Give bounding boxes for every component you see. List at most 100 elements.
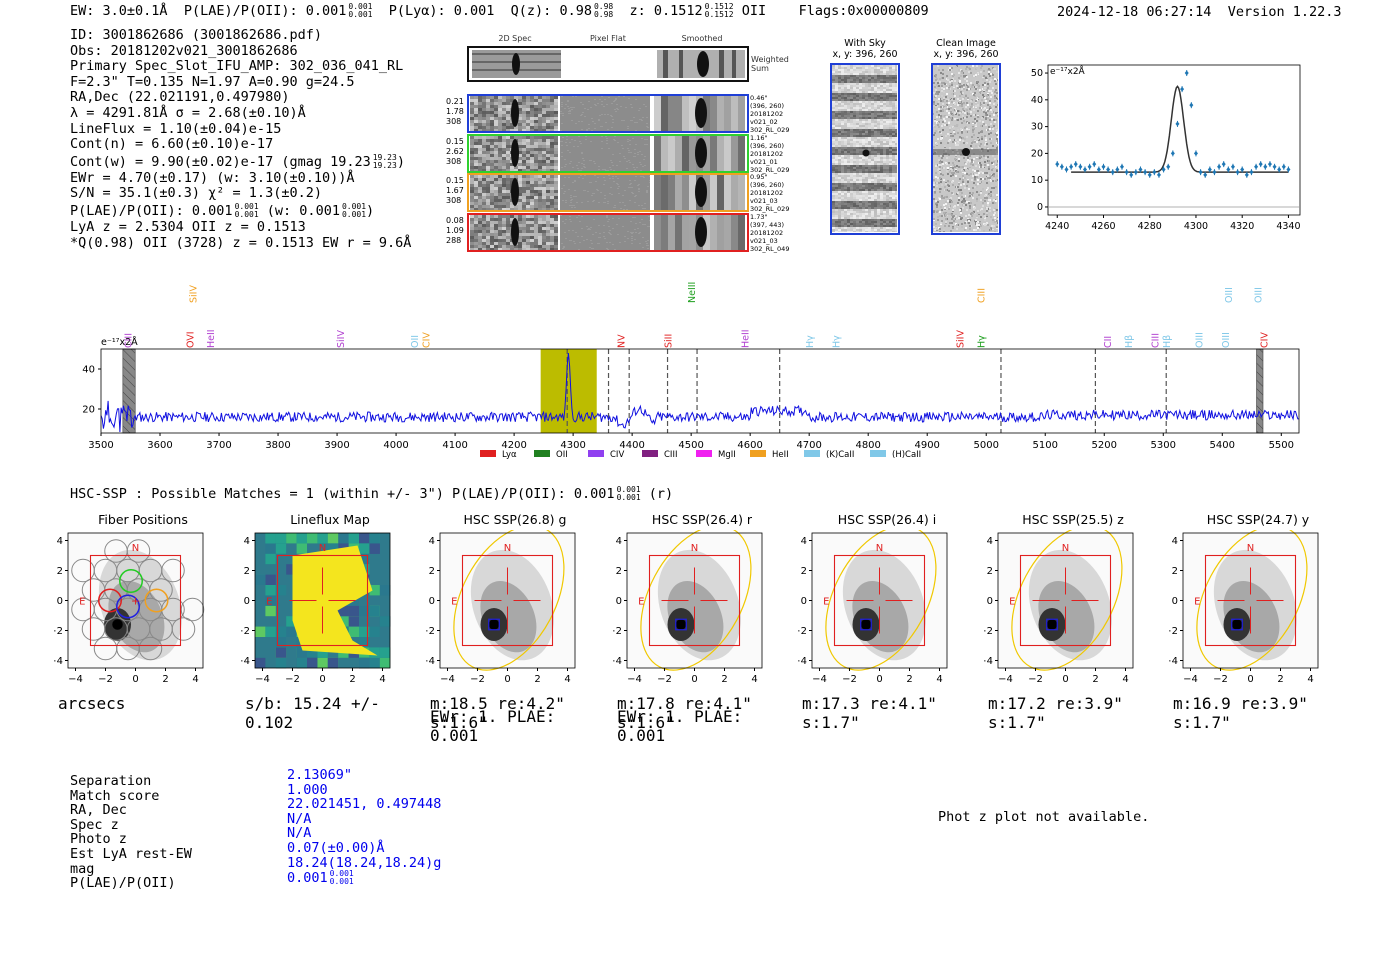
lineflux-pixel (327, 533, 339, 544)
spectral-line-label: Hγ (805, 335, 816, 348)
spectrum-x-tick-label: 3600 (147, 440, 172, 451)
q-lower: 0.98 (593, 10, 614, 19)
col-header-smoothed: Smoothed (681, 34, 723, 43)
spectral-line-name: HeII (740, 329, 751, 348)
fiber-stat: 2.62 (446, 146, 464, 156)
spectrum-x-tick-label: 3800 (265, 440, 290, 451)
fit-data-point (1203, 172, 1208, 178)
fiber-row-frame (467, 133, 749, 173)
spectrum-x-tick-label: 4900 (914, 440, 939, 451)
plae-summary: P(LAE)/P(OII): 0.001 (183, 3, 347, 19)
match-label: mag (70, 860, 95, 877)
lineflux-pixel (265, 533, 276, 544)
compass-east: E (1009, 597, 1015, 608)
cutout-panel: N E −4 −2 0 2 4 4 2 0 −2 −4 (1169, 530, 1319, 685)
spectrum-x-tick-label: 5300 (1151, 440, 1176, 451)
cutout-x-tick-label: 0 (319, 674, 325, 685)
lineflux-pixel (265, 543, 276, 554)
spectrum-axes (100, 348, 1300, 434)
cutout-x-tick-label: −2 (285, 674, 300, 685)
cutout-y-tick-label: −2 (984, 626, 993, 637)
cutout-title: HSC SSP(25.5) z (1022, 512, 1124, 527)
spectral-line-name: CIII (1150, 333, 1161, 348)
fit-data-point (1143, 169, 1148, 175)
weighted-smoothed-strip (657, 50, 745, 78)
cutout-y-tick-label: 4 (1172, 536, 1178, 547)
fit-x-tick-label: 4280 (1138, 221, 1162, 232)
fit-data-point (1124, 169, 1129, 175)
fit-x-tick-label: 4260 (1091, 221, 1115, 232)
spectral-line-label: CIV (422, 332, 433, 348)
detection-id: ID: 3001862686 (3001862686.pdf) (70, 27, 322, 43)
emission-blob-smoothed (695, 216, 707, 247)
cutout-y-tick-label: −2 (426, 626, 435, 637)
aperture-ellipse (1196, 530, 1308, 671)
lineflux-pixel (369, 543, 380, 554)
emission-blob (511, 99, 519, 127)
galaxy-nucleus (1231, 619, 1243, 630)
spectral-line-name: OIII (1254, 287, 1265, 303)
fiber-stat: 0.21 (446, 97, 464, 106)
fit-data-point (1175, 121, 1180, 127)
match-plae-value: 0.001 (287, 870, 328, 887)
fit-y-tick-label: 30 (1031, 122, 1043, 133)
match-label: Est LyA rest-EW (70, 845, 192, 862)
aperture-ellipse (1011, 530, 1123, 671)
lineflux-pixel (359, 543, 370, 554)
hsc-summary: HSC-SSP : Possible Matches = 1 (within +… (70, 486, 673, 503)
match-marker (488, 618, 500, 631)
match-values: 2.13069" 1.000 22.021451, 0.497448 N/A N/A 0.… (287, 768, 441, 886)
line-fit-plot: e⁻¹⁷x2Å 4240 4260 4280 4300 4320 4340 0 10 20 30 40… (1031, 64, 1301, 232)
emission-blob-smoothed (695, 98, 707, 128)
compass-east: E (79, 597, 85, 608)
match-value: N/A (287, 825, 312, 842)
fiber-meta-line: v021_03 (750, 197, 778, 205)
legend-swatch (588, 450, 604, 457)
lineflux-pixel (379, 616, 391, 627)
lineflux-pixel (286, 564, 297, 575)
galaxy-nucleus (112, 619, 123, 630)
fiber-stat: 0.15 (446, 176, 464, 185)
spectral-line-label: OII (410, 335, 421, 348)
hsc-plae-lower: 0.001 (616, 493, 641, 502)
cutout-y-tick-label: −4 (798, 656, 807, 667)
plae-text: P(LAE)/P(OII): 0.001 (70, 202, 233, 219)
sky-title-block: With Sky x, y: 396, 260 (830, 38, 900, 60)
match-label: P(LAE)/P(OII) (70, 875, 176, 892)
fit-data-point (1184, 70, 1189, 76)
cutout-y-tick-label: −4 (984, 656, 993, 667)
cutout-x-tick-label: 0 (691, 674, 697, 685)
fit-unit: e⁻¹⁷x2Å (1050, 65, 1086, 77)
cutout-y-tick-label: 0 (244, 596, 250, 607)
fiber-meta-line: (396, 260) (750, 141, 785, 150)
lineflux-pixel (265, 585, 276, 596)
spectrum-x-tick-label: 5100 (1033, 440, 1058, 451)
galaxy-nucleus (675, 619, 687, 630)
spectral-line-name: CIV (422, 332, 433, 348)
col-header-flat: Pixel Flat (590, 34, 626, 43)
fiber-meta-line: 1.16" (750, 133, 768, 142)
lineflux-pixel (265, 553, 276, 565)
fiber-smoothed-strip (654, 175, 745, 210)
cutout-x-tick-label: −4 (812, 674, 827, 685)
match-value: 2.13069" (287, 767, 353, 783)
lineflux-pixel (275, 543, 287, 554)
fit-data-point (1244, 172, 1249, 178)
spectral-line-label: CIV (1260, 332, 1271, 348)
plae-w-text: (w: 0.001 (266, 202, 340, 219)
spectral-line-name: OII (410, 335, 421, 348)
fit-data-point (1235, 169, 1240, 175)
cutout-y-tick-label: −4 (426, 656, 435, 667)
fit-data-point (1119, 164, 1124, 170)
cutout-box (276, 554, 369, 647)
lineflux-pixel (275, 647, 287, 658)
spectral-line-label: OIII (1195, 332, 1206, 348)
emission-blob-smoothed (695, 177, 707, 207)
emission-blob (511, 217, 519, 246)
fiber-row-meta: 0.95" (396, 260) 20181202 v021_03 302_RL_029 (750, 173, 789, 213)
cutout-y-tick-label: 4 (987, 536, 993, 547)
cutout-panel: N E −4 −2 0 2 4 4 2 0 −2 −4 (241, 532, 391, 685)
lineflux-pixel (338, 605, 349, 617)
lineflux-pixel (296, 647, 307, 658)
fit-data-point (1217, 164, 1222, 170)
